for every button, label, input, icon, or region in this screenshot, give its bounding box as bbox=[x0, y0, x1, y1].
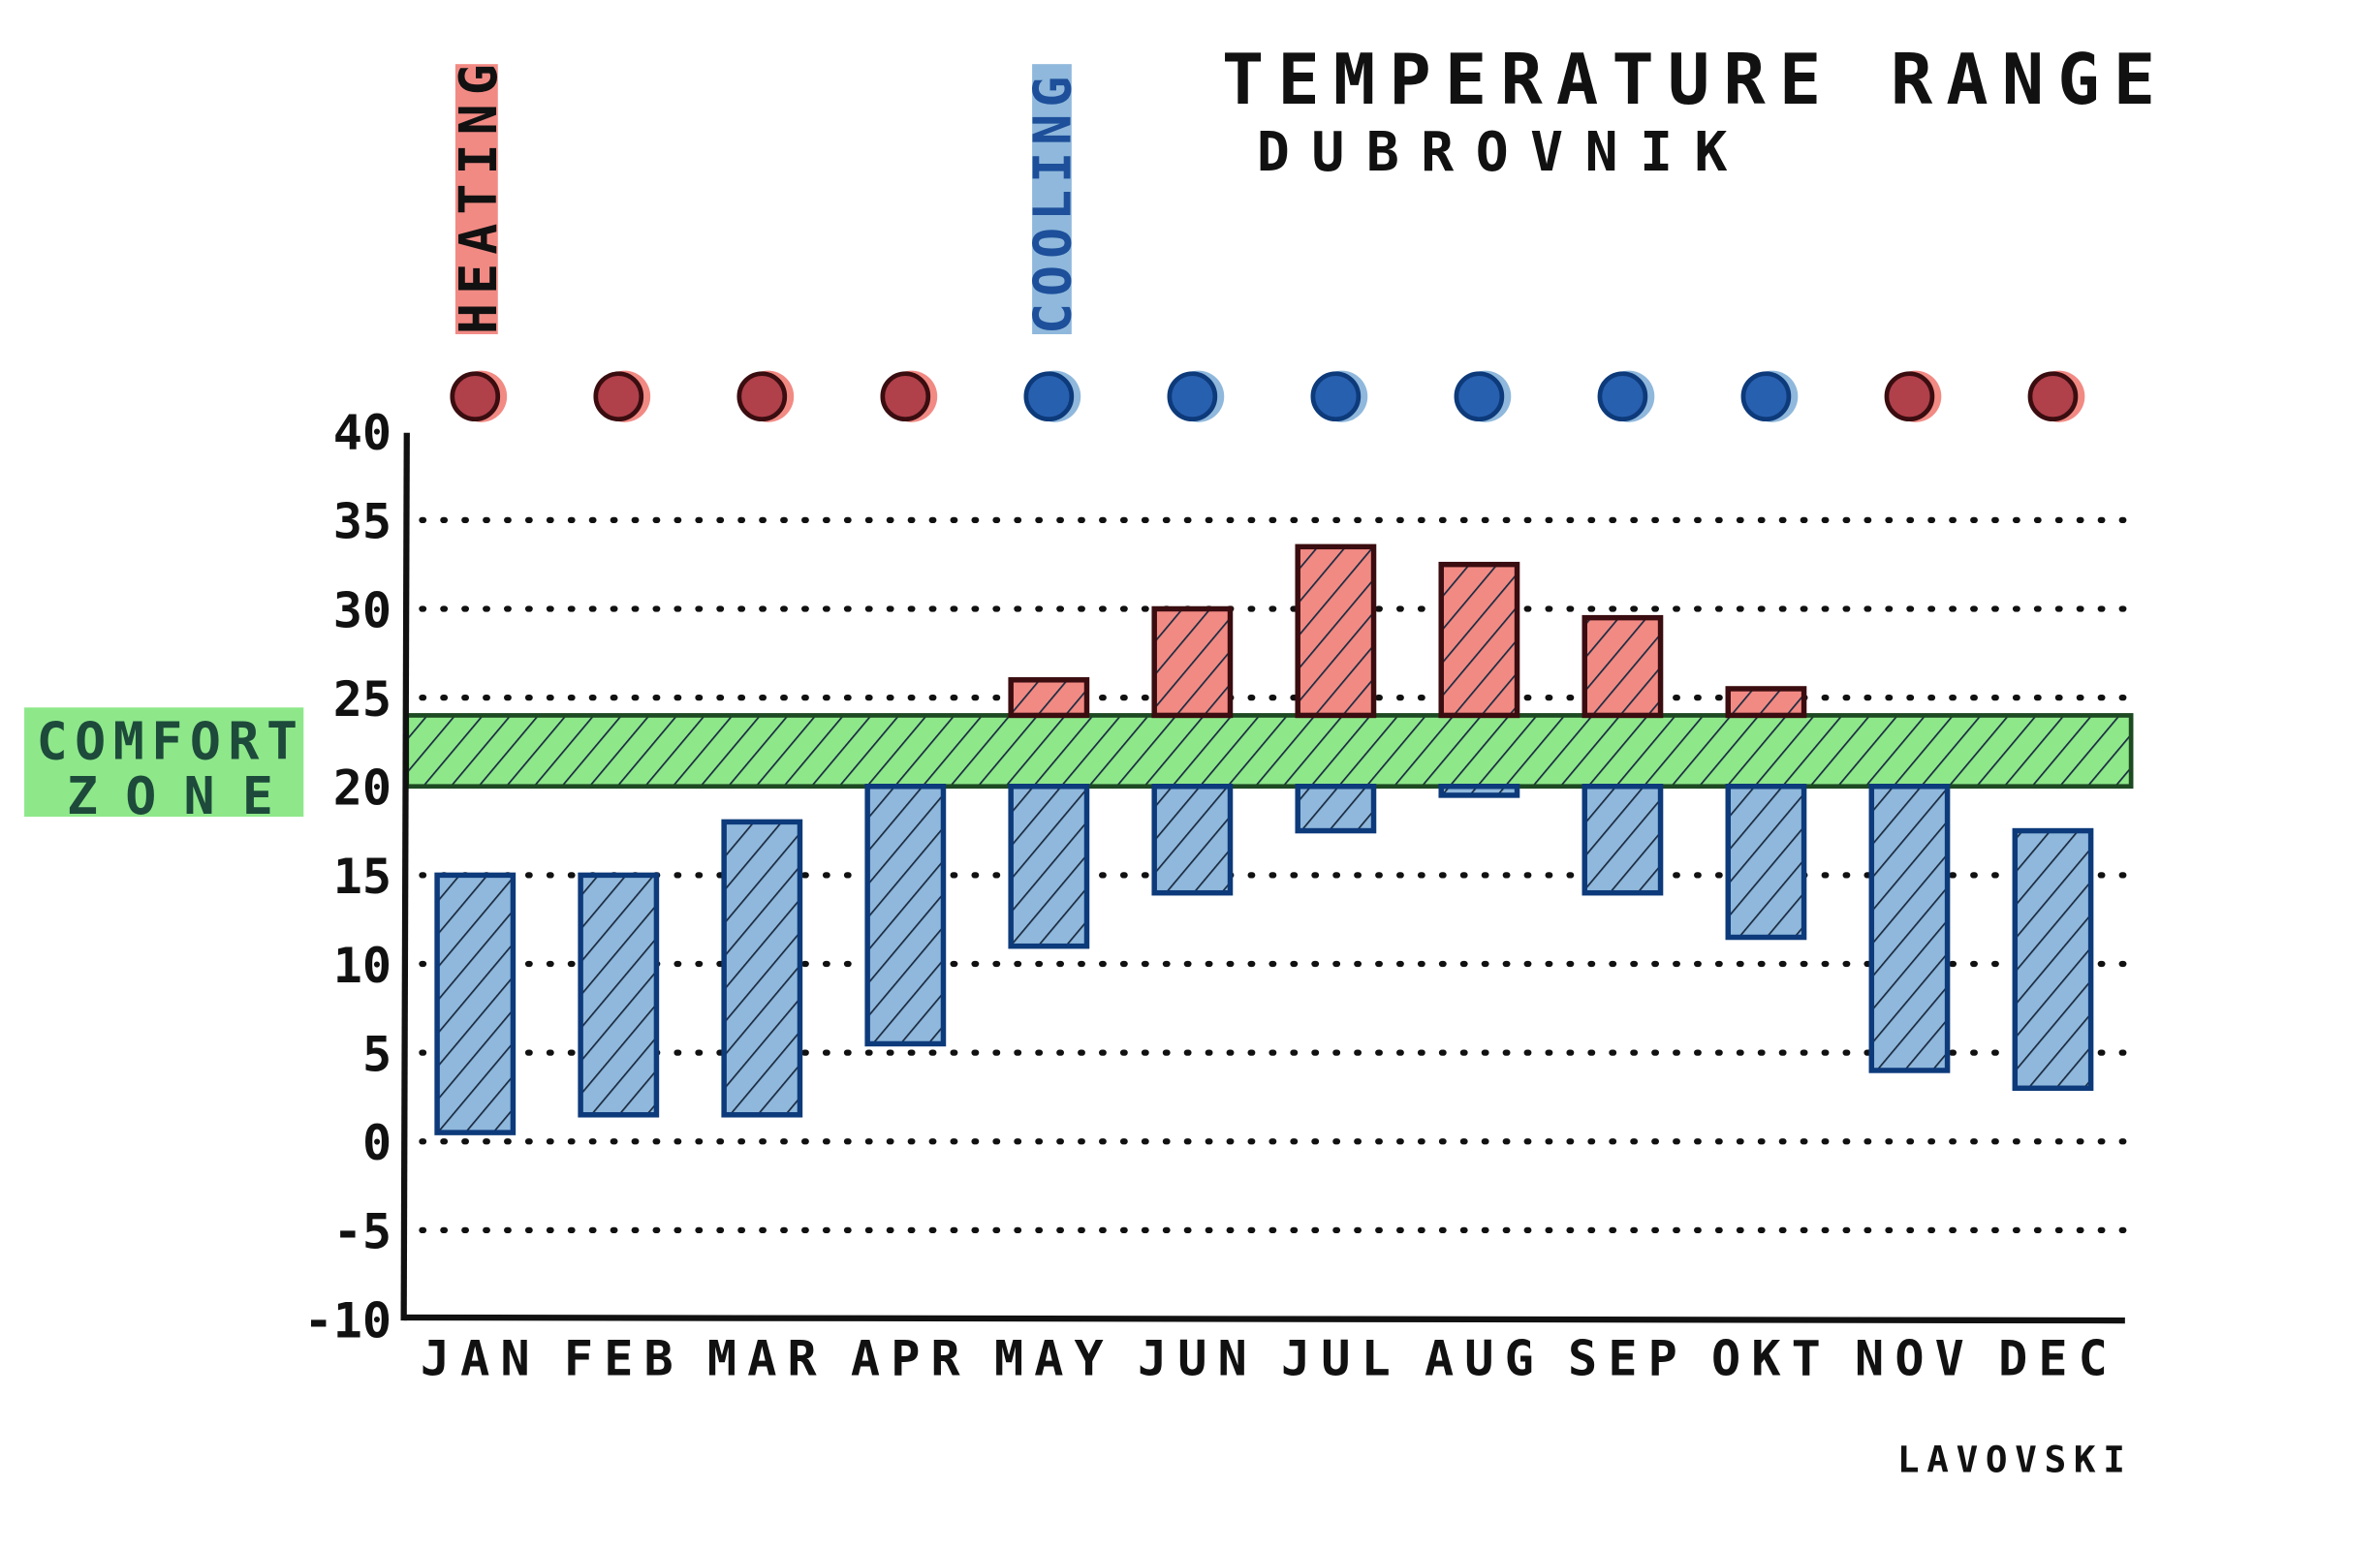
x-axis bbox=[403, 1314, 2125, 1324]
cold-bar-outline-feb bbox=[578, 872, 660, 1118]
cooling-dot bbox=[1167, 371, 1218, 422]
cold-bar-outline-jul bbox=[1295, 784, 1377, 834]
x-tick-label: DEC bbox=[1998, 1329, 2108, 1386]
hot-bar-outline-sep bbox=[1581, 614, 1664, 719]
comfort-zone-hatch bbox=[404, 713, 2134, 790]
y-tick-label: 5 bbox=[362, 1025, 391, 1082]
x-tick-label: SEP bbox=[1568, 1329, 1677, 1386]
cold-bar-outline-apr bbox=[864, 784, 947, 1047]
chart-subtitle: DUBROVNIK bbox=[1257, 121, 1728, 184]
x-tick-label: NOV bbox=[1855, 1329, 1964, 1386]
x-tick-label: FEB bbox=[564, 1329, 673, 1386]
y-tick-label: 10 bbox=[333, 937, 391, 994]
x-tick-label: APR bbox=[851, 1329, 961, 1386]
comfort-zone-band bbox=[404, 713, 2134, 790]
y-tick-label: 25 bbox=[333, 670, 391, 728]
x-tick-label: OKT bbox=[1711, 1329, 1821, 1386]
legend-heating-highlight bbox=[454, 64, 498, 334]
cooling-dot bbox=[1740, 371, 1792, 422]
cooling-dot bbox=[1023, 371, 1075, 422]
cold-bar-outline-jan bbox=[434, 872, 517, 1135]
hot-bar-outline-okt bbox=[1725, 686, 1807, 719]
cooling-dot bbox=[1454, 371, 1505, 422]
legend-heating-label: HEATING bbox=[449, 64, 509, 334]
cold-bar-outline-jun bbox=[1151, 784, 1234, 896]
y-tick-label: 0 bbox=[362, 1114, 391, 1171]
legend: HEATING COOLING bbox=[449, 64, 1082, 334]
signature: LAVOVSKI bbox=[1897, 1439, 2125, 1481]
y-tick-label: -10 bbox=[304, 1291, 392, 1348]
y-tick-label: -5 bbox=[333, 1203, 391, 1260]
hot-bar-outline-jul bbox=[1295, 543, 1377, 719]
cold-bar-outline-mar bbox=[721, 819, 803, 1118]
comfort-zone-label: COMFORT ZONE bbox=[24, 707, 304, 826]
x-tick-label: JUN bbox=[1138, 1329, 1247, 1386]
x-tick-label: MAR bbox=[707, 1329, 818, 1386]
comfort-zone-label-line1: COMFORT bbox=[37, 712, 298, 772]
y-tick-label: 40 bbox=[333, 404, 391, 461]
legend-cooling-highlight bbox=[1032, 64, 1072, 334]
chart-title: TEMPERATURE RANGE bbox=[1222, 39, 2155, 120]
bars bbox=[434, 543, 2094, 1135]
x-tick-label: MAY bbox=[994, 1329, 1104, 1386]
cold-bar-outline-sep bbox=[1581, 784, 1664, 896]
cooling-dot bbox=[1310, 371, 1362, 422]
cold-bar-outline-nov bbox=[1868, 784, 1951, 1073]
x-tick-label: AUG bbox=[1425, 1329, 1534, 1386]
mode-dots bbox=[450, 370, 2085, 422]
heating-dot bbox=[2027, 371, 2079, 422]
heating-dot bbox=[736, 371, 788, 422]
x-tick-label: JAN bbox=[421, 1329, 530, 1386]
x-tick-label: JUL bbox=[1281, 1329, 1391, 1386]
cold-bar-outline-may bbox=[1008, 784, 1090, 949]
hot-bar-outline-jun bbox=[1151, 605, 1234, 719]
heating-dot bbox=[880, 371, 931, 422]
hot-bar-outline-may bbox=[1008, 677, 1090, 719]
y-tick-label: 30 bbox=[333, 581, 391, 638]
x-axis-ticks: JAN FEB MAR APR MAY JUN JUL AUG SEP OKT NOV DEC bbox=[421, 1329, 2108, 1386]
cold-bar-outline-dec bbox=[2012, 827, 2094, 1092]
comfort-zone-label-highlight bbox=[24, 707, 304, 818]
cold-bar-outline-aug bbox=[1438, 784, 1520, 798]
heating-dot bbox=[1884, 371, 1935, 422]
cooling-dot bbox=[1597, 371, 1648, 422]
heating-dot bbox=[450, 371, 501, 422]
y-axis-ticks: 40 35 30 25 20 15 10 5 0 -5 -10 bbox=[304, 404, 392, 1348]
heating-dot bbox=[593, 371, 644, 422]
y-tick-label: 20 bbox=[333, 760, 391, 817]
y-tick-label: 15 bbox=[333, 848, 391, 905]
hot-bar-outline-aug bbox=[1438, 561, 1520, 719]
legend-cooling-label: COOLING bbox=[1022, 77, 1082, 334]
y-tick-label: 35 bbox=[333, 493, 391, 550]
cold-bar-outline-okt bbox=[1725, 784, 1807, 941]
grid bbox=[419, 516, 2128, 1234]
y-axis bbox=[400, 432, 410, 1321]
